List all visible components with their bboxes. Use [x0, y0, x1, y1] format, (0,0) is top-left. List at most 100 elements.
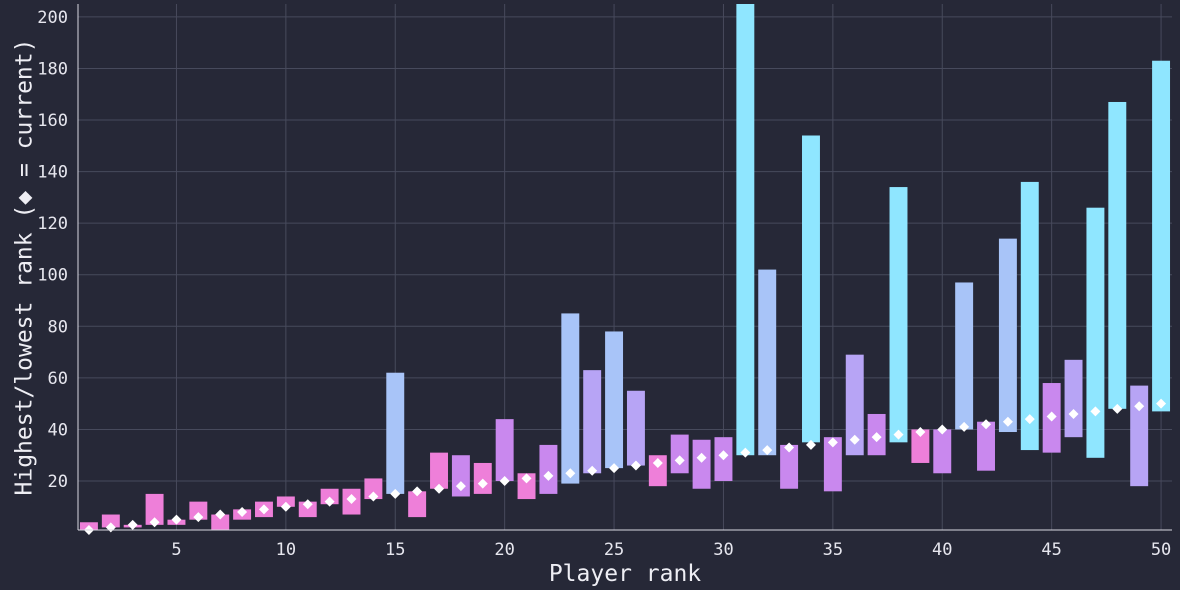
range-bar [211, 514, 230, 530]
current-rank-marker [390, 488, 401, 499]
x-tick-label: 35 [823, 540, 843, 560]
range-bar [145, 493, 164, 525]
current-rank-marker [1156, 398, 1167, 409]
current-rank-marker [324, 496, 335, 507]
current-rank-marker [959, 421, 970, 432]
current-rank-marker [587, 465, 598, 476]
current-rank-marker [499, 476, 510, 487]
current-rank-marker [740, 447, 751, 458]
range-bar [408, 491, 427, 518]
range-bar [1108, 101, 1127, 409]
range-bar [692, 439, 711, 489]
range-bar [495, 419, 514, 482]
range-bar [298, 501, 317, 518]
x-tick-label: 5 [171, 540, 181, 560]
current-rank-marker [893, 429, 904, 440]
current-rank-marker [477, 478, 488, 489]
current-rank-marker [981, 419, 992, 430]
range-bar [539, 444, 558, 494]
rank-range-bars [79, 4, 1171, 530]
current-rank-marker [565, 468, 576, 479]
range-bar [276, 496, 295, 507]
range-bar [517, 473, 536, 500]
y-tick-label: 120 [37, 214, 68, 234]
current-rank-marker [1024, 414, 1035, 425]
range-bar [1130, 385, 1149, 487]
current-rank-marker [193, 512, 204, 523]
current-rank-marker [434, 483, 445, 494]
current-rank-marker [805, 439, 816, 450]
range-bar [1086, 207, 1105, 458]
y-tick-label: 140 [37, 163, 68, 183]
range-bar [911, 429, 930, 463]
range-bar [1020, 181, 1039, 451]
range-bar [889, 187, 908, 443]
x-axis-title: Player rank [549, 561, 701, 587]
current-rank-marker [1090, 406, 1101, 417]
current-rank-marker [149, 517, 160, 528]
y-tick-label: 100 [37, 266, 68, 286]
current-rank-marker [915, 427, 926, 438]
current-rank-marker [630, 460, 641, 471]
range-bar [845, 354, 864, 456]
current-rank-marker [1134, 401, 1145, 412]
current-rank-markers [83, 398, 1167, 535]
current-rank-marker [455, 481, 466, 492]
current-rank-marker [827, 437, 838, 448]
current-rank-marker [609, 463, 620, 474]
range-bar [605, 331, 624, 469]
x-tick-label: 40 [932, 540, 952, 560]
x-tick-label: 30 [713, 540, 733, 560]
y-tick-label: 180 [37, 59, 68, 79]
range-bar [670, 434, 689, 474]
y-axis-title: Highest/lowest rank (◆ = current) [12, 39, 38, 496]
current-rank-marker [237, 506, 248, 517]
current-rank-marker [368, 491, 379, 502]
current-rank-marker [871, 432, 882, 443]
grid-lines [78, 4, 1172, 530]
x-tick-label: 50 [1151, 540, 1171, 560]
y-tick-label: 20 [48, 472, 68, 492]
current-rank-marker [280, 501, 291, 512]
range-bar [561, 313, 580, 484]
range-bar [998, 238, 1017, 433]
x-tick-label: 20 [494, 540, 514, 560]
current-rank-marker [674, 455, 685, 466]
x-tick-label: 25 [604, 540, 624, 560]
y-tick-label: 200 [37, 8, 68, 28]
current-rank-marker [1002, 416, 1013, 427]
range-bar [977, 421, 995, 471]
current-rank-marker [171, 514, 182, 525]
current-rank-marker [784, 442, 795, 453]
x-tick-label: 15 [385, 540, 405, 560]
range-bar [1064, 359, 1083, 438]
current-rank-marker [543, 470, 554, 481]
y-tick-label: 160 [37, 111, 68, 131]
y-tick-label: 40 [48, 420, 68, 440]
current-rank-marker [718, 450, 729, 461]
y-tick-labels: 20 40 60 80 100 120 140 160 180 200 [37, 8, 68, 492]
range-bar [320, 488, 339, 505]
range-bar [626, 390, 645, 466]
range-bar [933, 429, 952, 474]
range-bar [1152, 60, 1171, 412]
current-rank-marker [302, 499, 313, 510]
current-rank-marker [215, 509, 226, 520]
range-bar [736, 4, 755, 456]
range-bar [189, 501, 208, 520]
current-rank-marker [652, 457, 663, 468]
range-bar [955, 282, 974, 430]
range-bar [473, 462, 492, 494]
range-bar [780, 444, 799, 489]
current-rank-marker [1068, 408, 1079, 419]
range-bar [583, 370, 602, 474]
y-tick-label: 60 [48, 369, 68, 389]
current-rank-marker [412, 486, 423, 497]
current-rank-marker [1046, 411, 1057, 422]
current-rank-marker [696, 452, 707, 463]
range-bar [823, 437, 842, 492]
x-tick-labels: 5 10 15 20 25 30 35 40 45 50 [171, 540, 1171, 560]
range-bar [802, 135, 820, 443]
current-rank-marker [849, 434, 860, 445]
